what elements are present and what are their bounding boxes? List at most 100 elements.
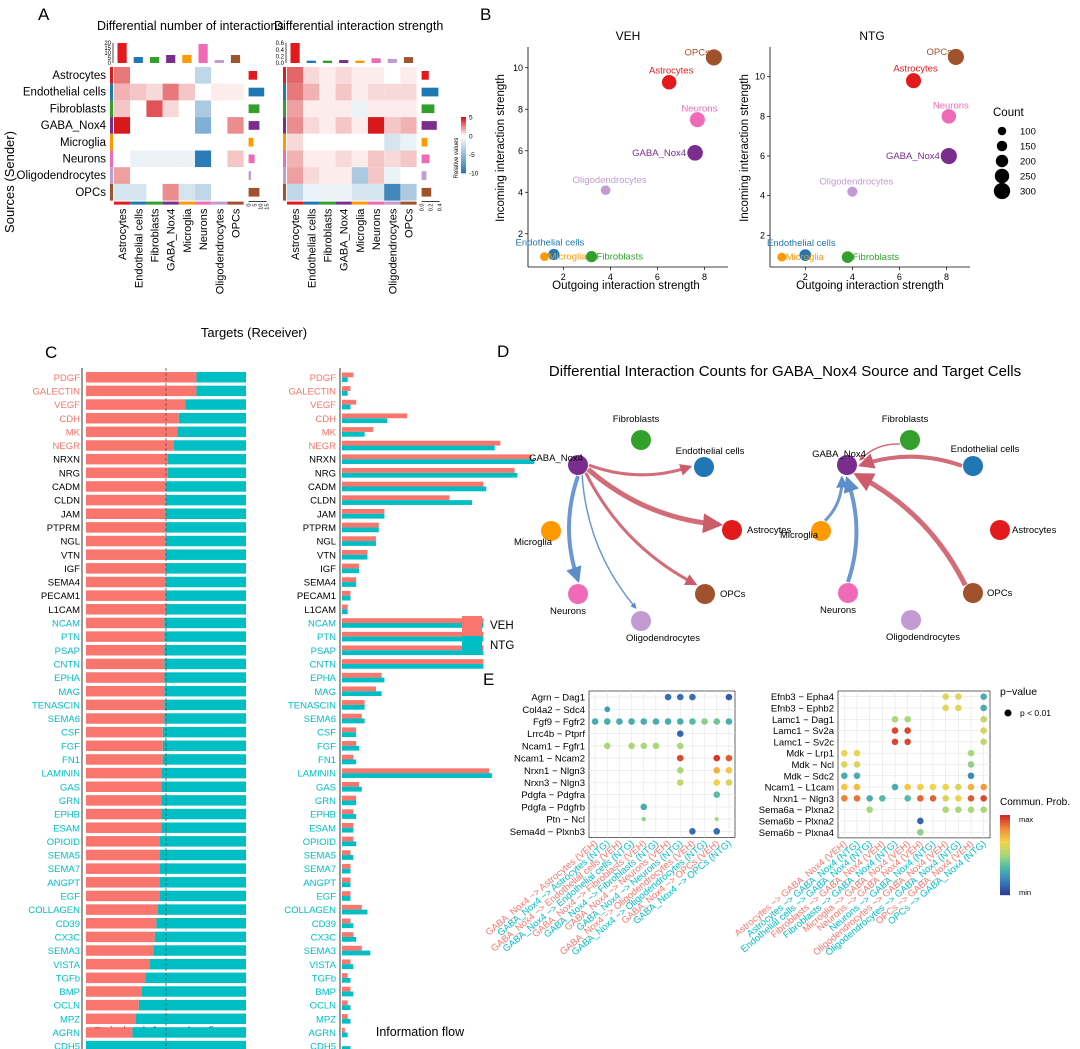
relative-flow-bar-veh bbox=[86, 999, 139, 1011]
relative-flow-bar-veh bbox=[86, 713, 165, 724]
legend-color-step bbox=[461, 141, 466, 144]
dotplot-target-dot bbox=[917, 783, 924, 791]
prob-legend-step bbox=[1000, 861, 1010, 864]
network-source-node bbox=[695, 584, 715, 604]
dotplot-target-dot bbox=[853, 783, 861, 791]
count-heatmap-cell bbox=[146, 167, 163, 184]
relative-flow-bar-ntg bbox=[164, 672, 246, 683]
relative-flow-pathway-label: COLLAGEN bbox=[28, 905, 80, 916]
count-heatmap-cell bbox=[227, 167, 244, 184]
scatter-ntg-point-label: Astrocytes bbox=[893, 64, 938, 75]
pvalue-legend-label: p < 0.01 bbox=[1020, 708, 1051, 718]
absolute-flow-pathway-label: CLDN bbox=[310, 496, 336, 507]
strength-heatmap-cell bbox=[400, 167, 417, 184]
absolute-flow-bar-ntg bbox=[342, 773, 492, 778]
count-heatmap-side-bar bbox=[248, 187, 260, 197]
count-heatmap-cell bbox=[162, 100, 179, 118]
strength-heatmap-cell bbox=[400, 83, 417, 101]
count-heatmap-cell bbox=[130, 67, 147, 84]
strength-heatmap-cell bbox=[319, 150, 336, 168]
relative-flow-bar-ntg bbox=[154, 931, 246, 943]
absolute-flow-bar-ntg bbox=[342, 991, 354, 997]
absolute-flow-pathway-label: TENASCIN bbox=[288, 700, 336, 711]
count-heatmap-cell bbox=[195, 67, 212, 84]
absolute-flow-bar-veh bbox=[342, 850, 351, 856]
absolute-flow-bar-ntg bbox=[342, 704, 365, 710]
network-target-node-label: OPCs bbox=[987, 588, 1013, 599]
relative-flow-bar-ntg bbox=[185, 399, 246, 410]
count-heatmap-cell bbox=[146, 117, 163, 134]
absolute-flow-bar-veh bbox=[342, 986, 351, 992]
count-legend-label: 150 bbox=[1020, 142, 1036, 153]
relative-flow-pathway-label: SEMA7 bbox=[48, 864, 80, 875]
network-target-node bbox=[963, 456, 983, 476]
network-source-edge bbox=[566, 475, 582, 584]
prob-legend-step bbox=[1000, 837, 1010, 840]
strength-heatmap-row-color-strip bbox=[283, 100, 286, 118]
strength-heatmap-side-bar-tick: 0.0 bbox=[420, 204, 426, 212]
relative-flow-bar-veh bbox=[86, 685, 165, 697]
dotplot-source-dot bbox=[616, 718, 623, 725]
relative-flow-pathway-label: PTN bbox=[61, 632, 80, 643]
strength-heatmap-cell bbox=[303, 183, 320, 201]
prob-legend-step bbox=[1000, 881, 1010, 884]
strength-heatmap-top-bar-tick: 0.0 bbox=[276, 61, 285, 67]
relative-flow-bar-veh bbox=[86, 563, 166, 574]
strength-heatmap-cell bbox=[335, 150, 352, 168]
legend-tick: 5 bbox=[469, 115, 473, 122]
relative-flow-bar-ntg bbox=[158, 904, 246, 915]
scatter-ntg-x-tick-label: 4 bbox=[850, 272, 855, 282]
count-heatmap-cell bbox=[114, 150, 131, 168]
dotplot-target-row-label: Lamc1 − Dag1 bbox=[772, 715, 834, 726]
strength-heatmap-column-label: Fibroblasts bbox=[323, 208, 335, 262]
count-heatmap-row-color-strip bbox=[110, 83, 113, 101]
dotplot-source-dot bbox=[689, 828, 696, 835]
strength-heatmap-cell bbox=[319, 133, 336, 151]
count-heatmap-top-bar-tick: 20 bbox=[104, 41, 111, 47]
strength-heatmap-column-label: Oligodendrocytes bbox=[387, 208, 399, 294]
absolute-flow-bar-ntg bbox=[342, 909, 368, 915]
dotplot-source-dot bbox=[676, 693, 684, 701]
relative-flow-pathway-label: SEMA4 bbox=[48, 578, 80, 589]
strength-heatmap-cell bbox=[384, 167, 401, 184]
strength-heatmap-cell bbox=[287, 150, 304, 168]
legend-color-step bbox=[461, 149, 466, 152]
absolute-flow-pathway-label: EGF bbox=[316, 892, 336, 903]
strength-heatmap-top-bar bbox=[339, 60, 349, 63]
relative-flow-bar-ntg bbox=[166, 522, 246, 533]
strength-heatmap-row-color-strip bbox=[283, 83, 286, 101]
dotplot-target-dot bbox=[853, 749, 861, 757]
count-heatmap-cell bbox=[130, 183, 147, 201]
count-heatmap-top-bar bbox=[230, 55, 241, 63]
absolute-flow-bar-ntg bbox=[342, 472, 518, 478]
relative-flow-bar-veh bbox=[86, 494, 166, 506]
count-heatmap-side-bar-tick: 5 bbox=[253, 204, 259, 207]
legend-color-step bbox=[461, 153, 466, 156]
scatter-veh-point bbox=[705, 49, 722, 66]
scatter-ntg-y-tick-label: 2 bbox=[760, 230, 765, 240]
dotplot-source-dot bbox=[640, 803, 648, 811]
strength-heatmap-cell bbox=[368, 100, 385, 118]
absolute-flow-bar-veh bbox=[342, 959, 351, 965]
prob-legend-step bbox=[1000, 869, 1010, 872]
dotplot-source-row-label: Nrxn3 − Nlgn3 bbox=[524, 778, 585, 789]
strength-heatmap-side-bar bbox=[421, 71, 429, 80]
count-legend-label: 100 bbox=[1020, 127, 1036, 138]
strength-heatmap-column-label: Microglia bbox=[355, 208, 367, 253]
heatmap-row-label: Microglia bbox=[60, 137, 107, 149]
strength-heatmap-cell bbox=[303, 67, 320, 84]
absolute-flow-pathway-label: GRN bbox=[315, 796, 336, 807]
count-legend-circle bbox=[995, 154, 1009, 168]
dotplot-target-dot bbox=[967, 795, 975, 802]
panel-b-scatterplots: 2 4 6 8 2 4 6 8 10 OPCs Astrocytes Neurons GABA_Nox4… bbox=[513, 47, 1036, 282]
count-heatmap-top-bar bbox=[214, 60, 224, 63]
absolute-flow-bar-ntg bbox=[342, 1005, 351, 1010]
dotplot-target-dot bbox=[904, 795, 911, 802]
strength-heatmap-top-bar-tick: 0.4 bbox=[276, 48, 285, 54]
count-heatmap-cell bbox=[211, 183, 228, 201]
absolute-flow-pathway-label: FGF bbox=[317, 741, 336, 752]
prob-legend-title: Commun. Prob. bbox=[1000, 797, 1070, 808]
absolute-flow-bar-ntg bbox=[342, 527, 379, 533]
absolute-flow-bar-veh bbox=[342, 440, 501, 446]
